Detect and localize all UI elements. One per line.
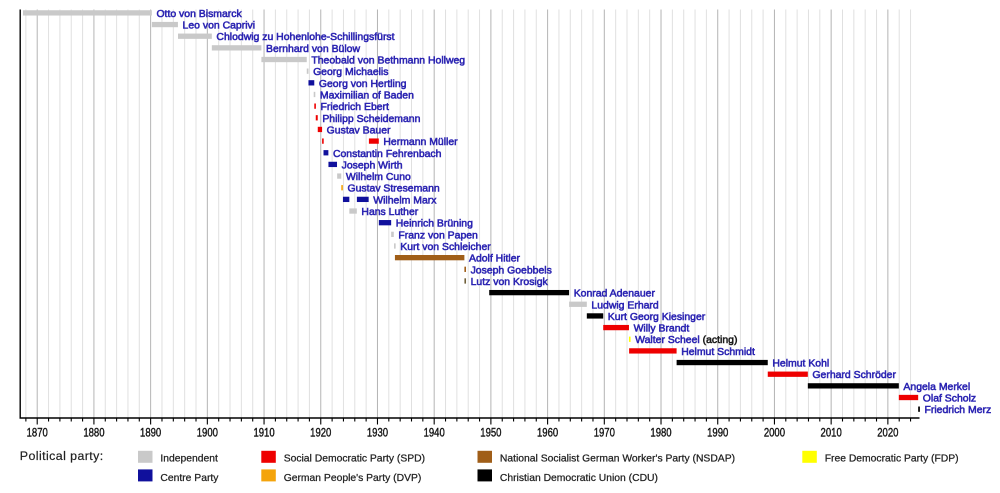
svg-text:Joseph Goebbels: Joseph Goebbels xyxy=(471,265,552,276)
svg-text:Free Democratic Party (FDP): Free Democratic Party (FDP) xyxy=(825,453,959,464)
svg-text:Centre Party: Centre Party xyxy=(160,473,219,484)
svg-text:National Socialist German Work: National Socialist German Worker's Party… xyxy=(500,453,735,464)
svg-text:German People's Party (DVP): German People's Party (DVP) xyxy=(284,473,422,484)
svg-text:1900: 1900 xyxy=(197,427,218,440)
svg-text:1960: 1960 xyxy=(537,427,558,440)
svg-text:Friedrich Ebert: Friedrich Ebert xyxy=(320,102,389,113)
svg-text:Otto von Bismarck: Otto von Bismarck xyxy=(156,9,242,20)
svg-text:Olaf Scholz: Olaf Scholz xyxy=(923,394,976,405)
svg-text:1980: 1980 xyxy=(650,427,671,440)
svg-text:Christian Democratic Union (CD: Christian Democratic Union (CDU) xyxy=(500,473,658,484)
svg-text:Maximilian of Baden: Maximilian of Baden xyxy=(320,90,414,101)
svg-text:Georg von Hertling: Georg von Hertling xyxy=(319,79,407,90)
svg-text:Lutz von Krosigk: Lutz von Krosigk xyxy=(471,277,549,288)
svg-text:Chlodwig zu Hohenlohe-Schillin: Chlodwig zu Hohenlohe-Schillingsfürst xyxy=(216,32,394,43)
svg-text:Hermann Müller: Hermann Müller xyxy=(383,137,458,148)
svg-text:Friedrich Merz: Friedrich Merz xyxy=(925,405,992,416)
svg-text:Walter Scheel (acting): Walter Scheel (acting) xyxy=(635,335,737,346)
svg-text:Wilhelm Marx: Wilhelm Marx xyxy=(373,195,437,206)
svg-text:Independent: Independent xyxy=(160,453,218,464)
svg-text:1940: 1940 xyxy=(424,427,445,440)
svg-text:Political party:: Political party: xyxy=(20,449,104,463)
svg-text:Kurt Georg Kiesinger: Kurt Georg Kiesinger xyxy=(608,312,706,323)
svg-text:Heinrich Brüning: Heinrich Brüning xyxy=(396,219,473,230)
svg-text:1880: 1880 xyxy=(83,427,104,440)
svg-text:1920: 1920 xyxy=(310,427,331,440)
svg-text:Kurt von Schleicher: Kurt von Schleicher xyxy=(400,242,491,253)
svg-text:1910: 1910 xyxy=(253,427,274,440)
svg-text:Gustav Stresemann: Gustav Stresemann xyxy=(347,184,439,195)
svg-text:1950: 1950 xyxy=(480,427,501,440)
svg-text:1870: 1870 xyxy=(27,427,48,440)
svg-text:Leo von Caprivi: Leo von Caprivi xyxy=(183,21,256,32)
svg-text:Bernhard von Bülow: Bernhard von Bülow xyxy=(266,44,360,55)
svg-text:Franz von Papen: Franz von Papen xyxy=(398,230,478,241)
svg-text:1970: 1970 xyxy=(594,427,615,440)
svg-text:Ludwig Erhard: Ludwig Erhard xyxy=(591,300,658,311)
svg-text:1890: 1890 xyxy=(140,427,161,440)
svg-text:2000: 2000 xyxy=(764,427,785,440)
svg-text:1930: 1930 xyxy=(367,427,388,440)
svg-text:Adolf Hitler: Adolf Hitler xyxy=(469,254,521,265)
svg-text:Willy Brandt: Willy Brandt xyxy=(634,324,690,335)
svg-text:Georg Michaelis: Georg Michaelis xyxy=(313,67,388,78)
svg-text:2010: 2010 xyxy=(821,427,842,440)
svg-text:Helmut Kohl: Helmut Kohl xyxy=(772,359,829,370)
svg-text:2020: 2020 xyxy=(877,427,898,440)
svg-text:Helmut Schmidt: Helmut Schmidt xyxy=(681,347,755,358)
svg-text:Wilhelm Cuno: Wilhelm Cuno xyxy=(346,172,411,183)
svg-text:Hans Luther: Hans Luther xyxy=(361,207,418,218)
svg-text:Angela Merkel: Angela Merkel xyxy=(903,382,970,393)
svg-text:Konrad Adenauer: Konrad Adenauer xyxy=(574,289,656,300)
svg-text:Theobald von Bethmann Hollweg: Theobald von Bethmann Hollweg xyxy=(311,56,465,67)
svg-text:Gerhard Schröder: Gerhard Schröder xyxy=(812,370,896,381)
svg-text:Constantin Fehrenbach: Constantin Fehrenbach xyxy=(333,149,442,160)
svg-text:Gustav Bauer: Gustav Bauer xyxy=(327,125,391,136)
svg-text:Philipp Scheidemann: Philipp Scheidemann xyxy=(322,114,420,125)
svg-text:Joseph Wirth: Joseph Wirth xyxy=(342,160,403,171)
svg-text:Social Democratic Party (SPD): Social Democratic Party (SPD) xyxy=(284,453,425,464)
svg-text:1990: 1990 xyxy=(707,427,728,440)
